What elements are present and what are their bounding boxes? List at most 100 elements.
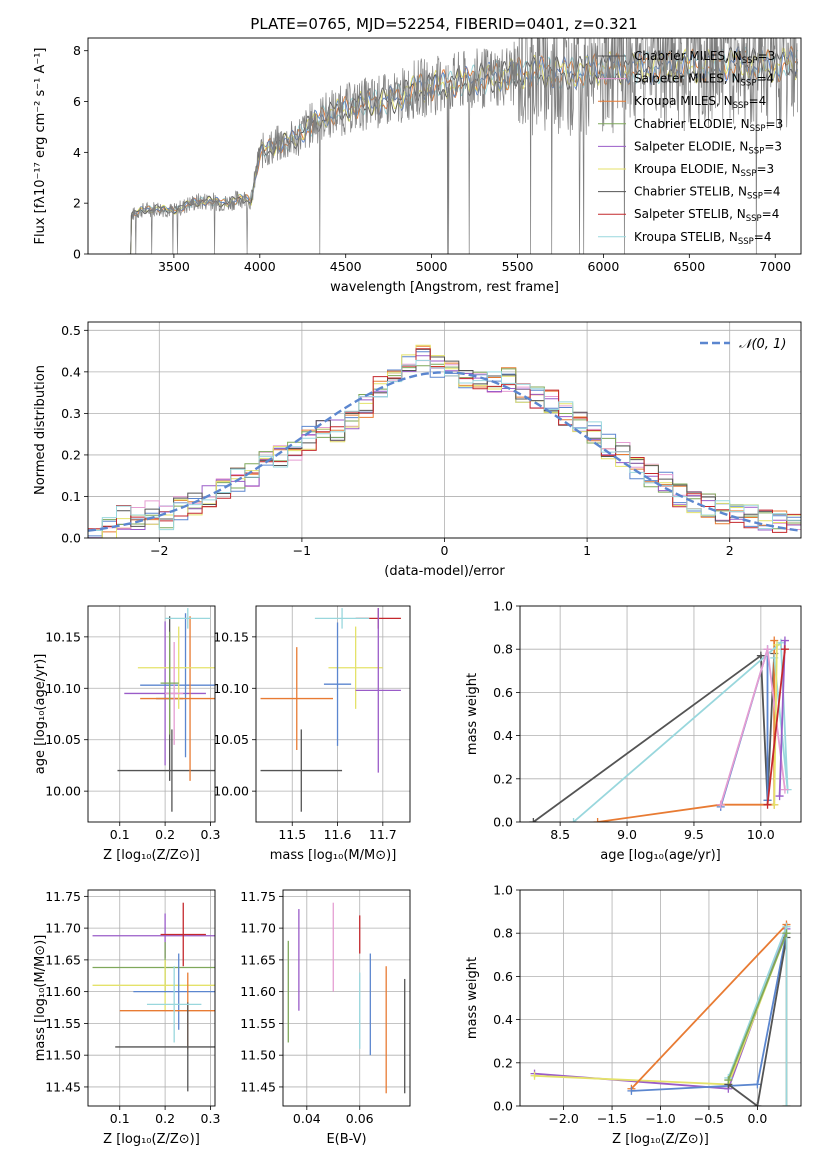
- x-tick-label: 11.7: [369, 827, 397, 842]
- y-tick-label: 11.75: [45, 889, 81, 904]
- legend-label: Chabrier MILES, NSSP=3: [634, 49, 775, 66]
- x-tick-label: 6500: [673, 259, 705, 274]
- weight-point: [772, 640, 781, 649]
- residual-histogram: [88, 348, 801, 531]
- weight-point: [776, 638, 785, 647]
- x-tick-label: 4500: [330, 259, 362, 274]
- y-tick-label: 0.6: [493, 685, 513, 700]
- x-tick-label: 1: [583, 543, 591, 558]
- y-tick-label: 0.3: [61, 406, 81, 421]
- axes-frame: [87, 37, 802, 255]
- y-tick-label: 10.15: [45, 629, 81, 644]
- y-tick-label: 0.0: [61, 531, 81, 546]
- y-tick-label: 0.4: [493, 728, 513, 743]
- errorbar-point: [117, 729, 215, 812]
- legend-label: Salpeter STELIB, NSSP=4: [634, 207, 779, 224]
- x-tick-label: 11.5: [278, 827, 306, 842]
- x-axis-label: E(B-V): [326, 1132, 366, 1147]
- spectrum-lines: [127, 38, 799, 254]
- errorbar-point: [328, 626, 383, 709]
- weight-point: [529, 818, 538, 822]
- weight-point: [530, 1071, 539, 1080]
- y-tick-label: 10.10: [45, 681, 81, 696]
- weight-lines: [529, 636, 792, 822]
- y-tick-label: 0.0: [493, 1099, 513, 1114]
- weight-point: [753, 1102, 762, 1106]
- y-tick-label: 11.45: [45, 1079, 81, 1094]
- x-tick-label: 11.6: [324, 827, 352, 842]
- errorbar-point: [165, 642, 184, 745]
- y-axis-label: mass weight: [465, 957, 480, 1039]
- y-tick-label: 0.2: [493, 1055, 513, 1070]
- errorbars: [117, 608, 215, 812]
- y-tick-label: 0.8: [493, 642, 513, 657]
- x-axis-label: Z [log₁₀(Z/Z⊙)]: [612, 1132, 709, 1147]
- y-tick-label: 4: [73, 145, 81, 160]
- axes-frame: [255, 605, 411, 823]
- x-tick-label: 3500: [158, 259, 190, 274]
- y-tick-label: 0.8: [493, 926, 513, 941]
- y-tick-label: 0.6: [493, 969, 513, 984]
- y-tick-label: 0.2: [493, 771, 513, 786]
- y-tick-label: 11.60: [240, 984, 276, 999]
- x-tick-label: −1.0: [645, 1111, 675, 1126]
- errorbars: [260, 608, 401, 812]
- residual-histogram: [88, 344, 801, 538]
- x-tick-label: 8.5: [550, 827, 570, 842]
- x-tick-label: 9.5: [684, 827, 704, 842]
- errorbar-point: [140, 613, 215, 758]
- x-tick-label: 0.2: [155, 827, 175, 842]
- axes-frame: [519, 889, 802, 1107]
- y-tick-label: 11.65: [240, 952, 276, 967]
- y-tick-label: 11.75: [240, 889, 276, 904]
- axes-frame: [87, 889, 216, 1107]
- y-axis-label: Flux [fλ10⁻¹⁷ erg cm⁻² s⁻¹ A⁻¹]: [33, 48, 48, 245]
- weight-series-line: [572, 640, 789, 822]
- x-tick-label: 0.2: [155, 1111, 175, 1126]
- histogram-lines: [88, 344, 801, 538]
- axes-frame: [87, 605, 216, 823]
- y-axis-label: mass weight: [465, 673, 480, 755]
- errorbars: [92, 902, 215, 1092]
- weight-lines: [530, 920, 791, 1106]
- y-tick-label: 11.50: [45, 1048, 81, 1063]
- axes-frame: [519, 605, 802, 823]
- y-tick-label: 10.05: [213, 732, 249, 747]
- errorbar-point: [115, 1002, 215, 1092]
- panel-spectrum: 3500 4000 4500 5000 5500 6000 6500 7000 0 2 4 6 8 wav…: [33, 37, 802, 295]
- weight-series-line: [727, 932, 788, 1081]
- x-axis-label: (data-model)/error: [384, 564, 505, 579]
- y-tick-label: 11.50: [240, 1048, 276, 1063]
- legend-label: Chabrier STELIB, NSSP=4: [634, 185, 781, 202]
- weight-point: [782, 929, 791, 938]
- y-tick-label: 2: [73, 196, 81, 211]
- x-tick-label: −0.5: [694, 1111, 724, 1126]
- y-tick-label: 10.10: [213, 681, 249, 696]
- normal-curve: [88, 371, 801, 532]
- panel-mass-vs-EBV: 0.04 0.06 11.45 11.50 11.55 11.60 11.65 11.70 11…: [240, 889, 411, 1147]
- y-tick-label: 0: [73, 247, 81, 262]
- y-tick-label: 10.05: [45, 732, 81, 747]
- y-tick-label: 11.70: [45, 921, 81, 936]
- errorbar-point: [314, 608, 370, 629]
- axes-frame: [282, 889, 411, 1107]
- weight-point: [756, 651, 765, 660]
- errorbar-point: [146, 966, 202, 1043]
- y-tick-label: 0.4: [493, 1012, 513, 1027]
- y-tick-label: 1.0: [493, 599, 513, 614]
- spectrum-legend: Chabrier MILES, NSSP=3 Salpeter MILES, NS…: [598, 49, 783, 247]
- errorbar-point: [323, 622, 352, 746]
- weight-series-line: [778, 640, 786, 797]
- x-axis-label: Z [log₁₀(Z/Z⊙)]: [103, 848, 200, 863]
- weight-point: [763, 645, 772, 654]
- figure-title: PLATE=0765, MJD=52254, FIBERID=0401, z=0…: [250, 15, 637, 33]
- x-tick-label: 0.04: [293, 1111, 321, 1126]
- panel-residuals: −2 −1 0 1 2 0.0 0.1 0.2 0.3 0.4 0.5 (data-model)/er…: [33, 321, 802, 579]
- panel-weight-vs-age: 8.5 9.0 9.5 10.0 0.0 0.2 0.4 0.6 0.8 1.0 age [log₁…: [465, 599, 802, 863]
- weight-series-line: [766, 649, 786, 805]
- panel-weight-vs-Z: −2.0 −1.5 −1.0 −0.5 0.0 0.0 0.2 0.4 0.6 0.8 1.0 Z […: [465, 883, 802, 1147]
- errorbar-point: [137, 626, 215, 709]
- legend-label: Salpeter ELODIE, NSSP=3: [634, 139, 782, 156]
- y-tick-label: 0.5: [61, 323, 81, 338]
- errorbar-point: [140, 616, 215, 781]
